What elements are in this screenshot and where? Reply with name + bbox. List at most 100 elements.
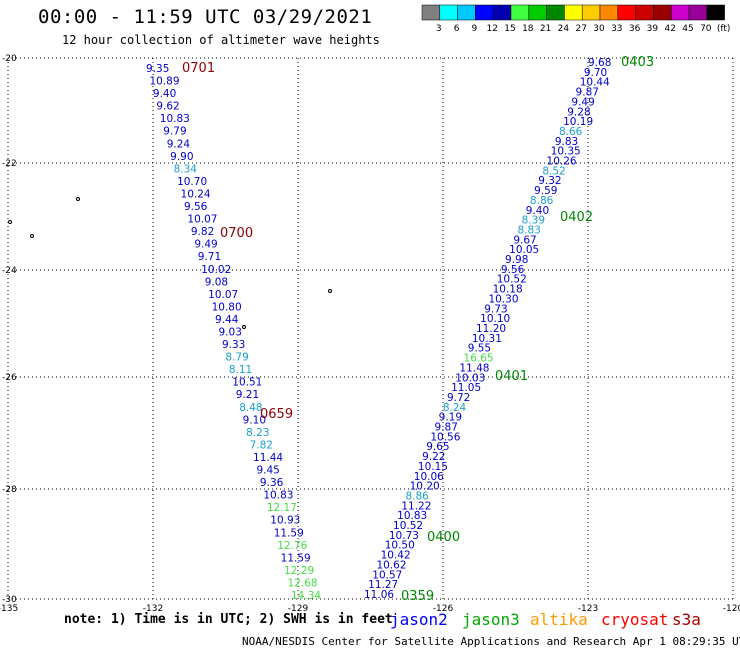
swh-value-label: 9.90 (170, 151, 193, 163)
time-label: 0700 (220, 226, 253, 241)
swh-value-label: 11.20 (476, 323, 506, 335)
colorbar-label: 15 (504, 24, 515, 34)
swh-value-label: 10.06 (414, 471, 444, 483)
swh-value-label: 10.10 (480, 313, 510, 325)
swh-value-label: 16.65 (464, 353, 494, 365)
swh-value-label: 10.07 (208, 289, 238, 301)
swh-value-label: 10.50 (385, 540, 415, 552)
swh-value-label: 9.56 (184, 201, 208, 213)
swh-value-label: 9.28 (567, 106, 590, 118)
swh-value-label: 9.10 (243, 414, 266, 426)
swh-value-label: 7.82 (250, 439, 273, 451)
swh-value-label: 10.30 (488, 293, 518, 305)
colorbar-label: (ft) (717, 24, 731, 34)
swh-value-label: 9.08 (205, 276, 228, 288)
colorbar-label: 70 (700, 24, 712, 34)
colorbar-label: 36 (629, 24, 641, 34)
legend-jason2: jason2 (390, 610, 448, 629)
swh-value-label: 11.27 (368, 579, 398, 591)
colorbar-swatch (688, 4, 708, 21)
credit-text: NOAA/NESDIS Center for Satellite Applica… (242, 635, 740, 648)
swh-value-label: 11.22 (401, 500, 431, 512)
colorbar-swatch (492, 4, 512, 21)
swh-value-label: 10.02 (201, 264, 231, 276)
swh-value-label: 12.17 (267, 502, 297, 514)
colorbar-swatch (581, 4, 601, 21)
swh-value-label: 11.44 (253, 452, 283, 464)
lon-tick-label: -129 (288, 604, 309, 614)
swh-value-label: 10.15 (418, 461, 448, 473)
swh-value-label: 8.79 (225, 352, 248, 364)
lon-tick-label: -120 (723, 604, 740, 614)
swh-value-label: 8.52 (542, 165, 565, 177)
swh-value-label: 9.73 (484, 303, 507, 315)
swh-value-label: 8.86 (530, 195, 554, 207)
time-label: 0659 (260, 407, 293, 422)
swh-value-label: 9.24 (167, 138, 191, 150)
lon-tick-label: -123 (578, 604, 598, 614)
swh-value-label: 9.72 (447, 392, 470, 404)
swh-value-label: 10.83 (160, 113, 190, 125)
swh-value-label: 9.87 (576, 87, 599, 99)
time-label: 0402 (560, 210, 593, 225)
legend-altika: altika (530, 610, 588, 629)
time-label: 0403 (621, 55, 654, 70)
colorbar-label: 42 (664, 24, 675, 34)
swh-value-label: 10.89 (149, 76, 179, 88)
island-marker (76, 197, 80, 201)
swh-value-label: 10.51 (232, 377, 262, 389)
colorbar-label: 21 (540, 24, 551, 34)
swh-value-label: 9.49 (571, 96, 594, 108)
colorbar-label: 27 (575, 24, 586, 34)
colorbar-swatch (528, 4, 547, 21)
colorbar-label: 30 (593, 24, 605, 34)
swh-value-label: 9.68 (588, 57, 611, 69)
swh-value-label: 10.73 (389, 530, 419, 542)
swh-value-label: 10.31 (472, 333, 502, 345)
swh-value-label: 9.35 (146, 63, 169, 75)
time-label: 0401 (495, 369, 528, 384)
colorbar-swatch (457, 4, 476, 21)
colorbar-label: 39 (647, 24, 659, 34)
swh-value-label: 11.59 (281, 552, 311, 564)
swh-value-label: 10.18 (493, 284, 523, 296)
colorbar-swatch (617, 4, 636, 21)
time-label: 0701 (182, 61, 215, 76)
swh-value-label: 11.06 (364, 589, 394, 601)
swh-value-label: 8.23 (246, 427, 269, 439)
swh-value-label: 10.56 (430, 431, 460, 443)
swh-value-label: 9.36 (260, 477, 284, 489)
lat-tick-label: -26 (2, 373, 17, 383)
lat-tick-label: -30 (2, 595, 17, 605)
swh-value-label: 10.24 (181, 188, 211, 200)
swh-value-label: 8.11 (229, 364, 252, 376)
lat-tick-label: -20 (2, 54, 17, 64)
swh-value-label: 9.33 (222, 339, 245, 351)
colorbar-swatch (439, 4, 458, 21)
colorbar-swatch (546, 4, 565, 21)
swh-value-label: 9.82 (191, 226, 214, 238)
colorbar-label: 12 (486, 24, 497, 34)
colorbar-swatch (599, 4, 619, 21)
island-marker (30, 234, 34, 238)
swh-value-label: 9.98 (505, 254, 528, 266)
note-text: note: 1) Time is in UTC; 2) SWH is in fe… (64, 612, 393, 627)
swh-value-label: 12.76 (277, 540, 307, 552)
swh-value-label: 9.67 (513, 234, 536, 246)
legend-jason3: jason3 (462, 610, 520, 629)
swh-value-label: 10.03 (455, 372, 485, 384)
swh-value-label: 9.55 (468, 343, 491, 355)
swh-value-label: 10.20 (410, 481, 440, 493)
swh-value-label: 10.52 (497, 274, 527, 286)
swh-value-label: 9.65 (426, 441, 449, 453)
colorbar-swatch (706, 4, 725, 21)
swh-value-label: 12.29 (284, 565, 314, 577)
swh-value-label: 8.83 (517, 224, 540, 236)
colorbar-label: 6 (454, 24, 460, 34)
lon-tick-label: -126 (433, 604, 454, 614)
swh-value-label: 10.26 (547, 156, 577, 168)
swh-value-label: 12.68 (288, 577, 318, 589)
swh-value-label: 10.19 (563, 116, 593, 128)
